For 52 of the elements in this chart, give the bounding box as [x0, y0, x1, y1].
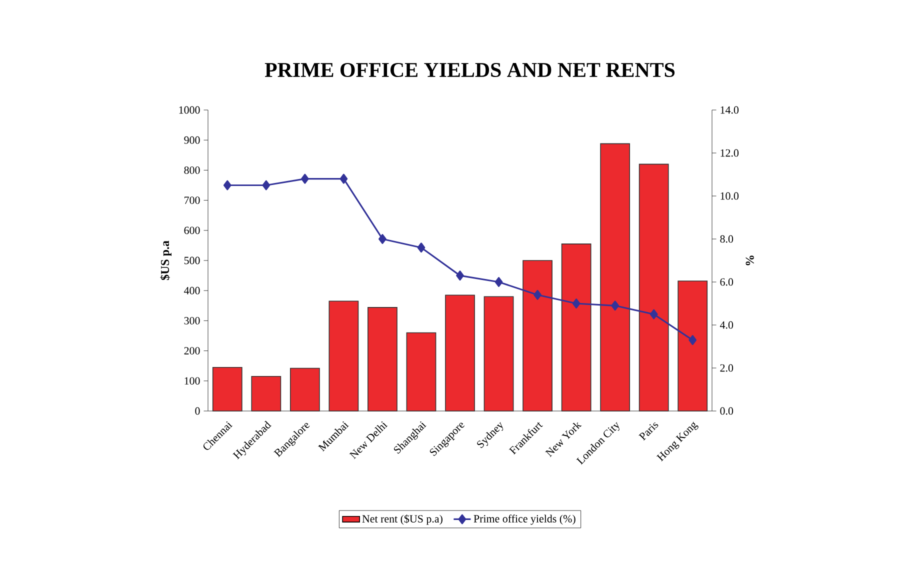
- bar: [368, 307, 398, 412]
- bar: [600, 143, 630, 412]
- point: [456, 270, 464, 281]
- point: [534, 290, 542, 300]
- point: [378, 234, 386, 244]
- bar: [484, 296, 514, 412]
- bar: [445, 294, 475, 412]
- x-tick-label: Paris: [638, 422, 658, 441]
- y2-tick-label: 4.0: [720, 321, 734, 329]
- bar: [406, 332, 436, 412]
- point: [417, 242, 426, 253]
- point: [340, 174, 348, 184]
- y-tick-label: 400: [184, 286, 200, 294]
- x-tick-label: New York: [545, 422, 582, 458]
- y-tick-label: 900: [184, 136, 200, 144]
- point: [223, 180, 232, 190]
- y2-tick-label: 14.0: [720, 106, 739, 114]
- legend-label: Prime office yields (%): [474, 514, 576, 525]
- y-tick-label: 200: [184, 347, 200, 354]
- point: [300, 174, 309, 184]
- chart-title: PRIME OFFICE YIELDS AND NET RENTS: [264, 62, 675, 78]
- y2-axis-title: %: [746, 256, 754, 266]
- y-tick-label: 600: [184, 226, 200, 234]
- y-tick-label: 800: [184, 166, 200, 174]
- bar: [212, 366, 242, 412]
- point: [611, 300, 620, 311]
- legend-label: Net rent ($US p.a): [362, 514, 442, 525]
- bar: [638, 164, 669, 412]
- y2-tick-label: 12.0: [720, 149, 739, 157]
- y-tick-label: 1000: [179, 106, 200, 114]
- point: [494, 277, 503, 287]
- bar: [251, 376, 282, 412]
- point: [262, 180, 270, 190]
- y-tick-label: 700: [184, 196, 200, 204]
- bar: [561, 244, 592, 412]
- point: [572, 298, 580, 308]
- y-tick-label: 500: [184, 256, 200, 264]
- point: [650, 309, 658, 320]
- y-tick-label: 0: [195, 407, 200, 415]
- point: [688, 335, 697, 346]
- y-axis-title: $US p.a: [160, 240, 172, 280]
- bar: [328, 300, 359, 412]
- y2-tick-label: 2.0: [720, 364, 734, 372]
- y2-tick-label: 6.0: [720, 278, 734, 286]
- y2-tick-label: 0.0: [720, 407, 734, 415]
- y2-tick-label: 10.0: [720, 192, 739, 200]
- y2-tick-label: 8.0: [720, 235, 734, 243]
- y-tick-label: 300: [184, 317, 200, 324]
- bar: [678, 280, 708, 412]
- bar: [290, 368, 320, 412]
- bar: [522, 260, 552, 412]
- y-tick-label: 100: [184, 377, 200, 385]
